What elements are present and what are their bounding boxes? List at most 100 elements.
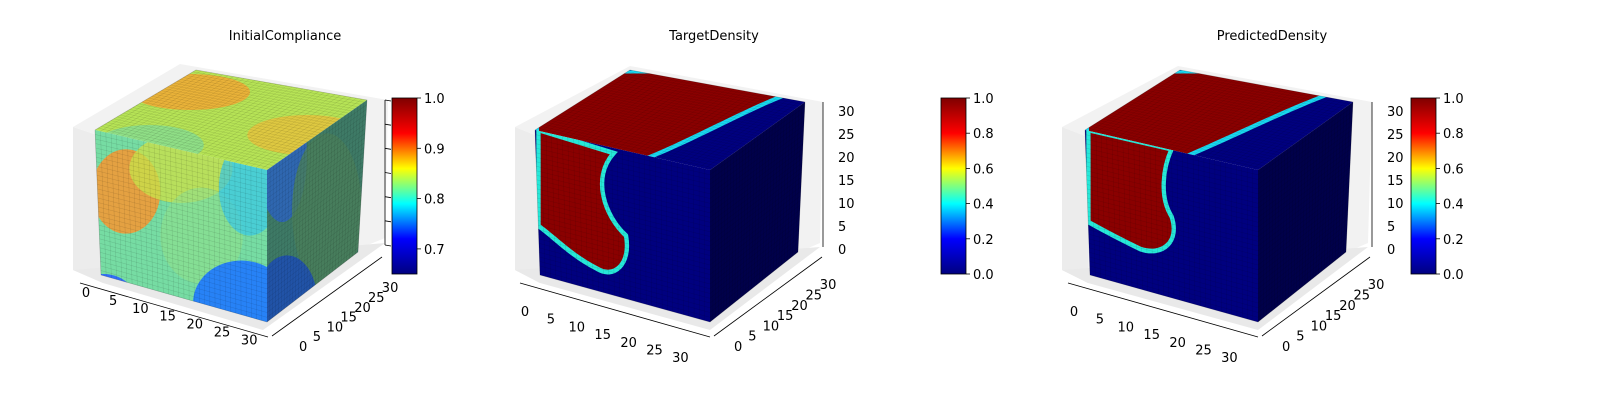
voxel-mesh <box>535 70 805 321</box>
y-tick-label: 5 <box>313 330 321 345</box>
pane-left <box>1062 127 1088 283</box>
x-tick-label: 20 <box>1169 336 1186 351</box>
panel-title: InitialCompliance <box>229 29 342 44</box>
x-tick-label: 0 <box>521 305 529 320</box>
z-tick-label: 10 <box>838 197 855 212</box>
x-tick-label: 0 <box>82 286 90 301</box>
x-axis-line <box>519 282 711 338</box>
cube-side-face <box>1258 102 1353 322</box>
colorbar-ticks: 0.0 0.2 0.4 0.6 0.8 1.0 <box>1436 92 1464 283</box>
y-tick-label: 20 <box>1339 299 1356 314</box>
axis-lines <box>519 102 824 338</box>
colorbar-gradient <box>1410 97 1437 275</box>
y-tick-label: 30 <box>1368 278 1385 293</box>
cube-outline <box>534 69 806 323</box>
y-tick-label: 5 <box>1296 330 1304 345</box>
colorbar-ticks: 0.7 0.8 0.9 1.0 <box>417 92 445 258</box>
cube-front-face <box>535 130 710 322</box>
colorbar-tick-label: 0.8 <box>1443 127 1464 142</box>
y-tick-label: 10 <box>1311 319 1328 334</box>
y-tick-label: 30 <box>382 281 399 296</box>
colorbar-tick-label: 0.9 <box>424 142 445 157</box>
x-axis-line <box>1067 282 1259 338</box>
voxel-grid-side <box>709 104 805 320</box>
colorbar: 0.0 0.2 0.4 0.6 0.8 1.0 <box>940 92 994 283</box>
cube-side-face <box>710 102 805 322</box>
colorbar-gradient <box>940 97 967 275</box>
cube-top-face <box>95 70 367 170</box>
x-tick-label: 25 <box>214 326 231 341</box>
z-ticks: 0 5 10 15 20 25 30 <box>838 105 855 258</box>
x-tick-label: 10 <box>1118 320 1135 335</box>
z-tick-mark <box>384 99 392 102</box>
y-tick-label: 20 <box>354 301 371 316</box>
z-tick-label: 15 <box>1387 174 1404 189</box>
y-tick-label: 0 <box>299 340 307 355</box>
z-tick-label: 15 <box>838 174 855 189</box>
x-ticks: 0 5 10 15 20 25 30 <box>521 305 689 366</box>
voxel-grid-side <box>266 102 367 320</box>
cube-top-face <box>535 70 805 170</box>
y-tick-label: 15 <box>1325 309 1342 324</box>
y-tick-label: 25 <box>1354 289 1371 304</box>
x-tick-label: 15 <box>1143 328 1160 343</box>
colorbar: 0.7 0.8 0.9 1.0 <box>391 92 445 275</box>
x-tick-label: 20 <box>620 336 637 351</box>
voxel-grid-top <box>1087 70 1351 170</box>
colorbar: 0.0 0.2 0.4 0.6 0.8 1.0 <box>1410 92 1464 283</box>
x-tick-label: 10 <box>569 320 586 335</box>
colorbar-ticks: 0.0 0.2 0.4 0.6 0.8 1.0 <box>966 92 994 283</box>
voxel-grid-front <box>535 131 711 321</box>
z-tick-mark <box>384 196 392 199</box>
z-tick-marks <box>384 99 392 247</box>
x-tick-label: 15 <box>594 328 611 343</box>
cube-front-face <box>95 130 267 322</box>
z-tick-mark <box>384 172 392 174</box>
x-tick-label: 5 <box>1096 313 1104 328</box>
panel-title: PredictedDensity <box>1217 29 1328 44</box>
z-tick-label: 0 <box>838 243 846 258</box>
z-ticks: 0 5 10 15 20 25 30 <box>1387 105 1404 258</box>
colorbar-tick-label: 0.6 <box>1443 162 1464 177</box>
x-ticks: 0 5 10 15 20 25 30 <box>1070 305 1238 366</box>
y-axis-line <box>713 256 823 337</box>
x-axis-line <box>79 282 269 338</box>
pane-left <box>515 127 540 283</box>
colorbar-tick-label: 0.2 <box>1443 233 1464 248</box>
cube-front-face <box>1085 130 1258 322</box>
x-tick-label: 20 <box>187 318 204 333</box>
x-tick-label: 25 <box>1195 344 1212 359</box>
colorbar-tick-label: 0.4 <box>1443 198 1464 213</box>
colorbar-tick-label: 1.0 <box>973 92 994 107</box>
x-tick-label: 10 <box>132 302 149 317</box>
z-tick-mark <box>384 244 392 247</box>
voxel-grid-top <box>98 70 364 170</box>
cube-top-face <box>1085 70 1353 170</box>
z-tick-label: 5 <box>838 220 846 235</box>
x-tick-label: 30 <box>241 333 258 348</box>
colorbar-tick-label: 0.2 <box>973 233 994 248</box>
x-tick-label: 25 <box>646 344 663 359</box>
y-tick-label: 30 <box>820 278 837 293</box>
x-tick-label: 0 <box>1070 305 1078 320</box>
z-tick-label: 30 <box>1387 105 1404 120</box>
x-tick-label: 30 <box>1221 351 1238 366</box>
voxel-grid-top <box>537 70 803 170</box>
y-tick-label: 10 <box>327 320 344 335</box>
y-tick-label: 0 <box>1282 340 1290 355</box>
y-tick-label: 5 <box>748 330 756 345</box>
x-tick-label: 15 <box>159 310 176 325</box>
pane-left <box>73 127 103 283</box>
colorbar-tick-label: 0.0 <box>973 268 994 283</box>
y-tick-label: 10 <box>763 319 780 334</box>
x-ticks: 0 5 10 15 20 25 30 <box>82 286 258 348</box>
z-tick-label: 20 <box>1387 151 1404 166</box>
z-tick-label: 5 <box>1387 220 1395 235</box>
panel-title: TargetDensity <box>668 29 759 44</box>
cube-outline <box>1084 69 1354 323</box>
voxel-mesh <box>95 70 367 321</box>
colorbar-tick-label: 0.4 <box>973 198 994 213</box>
